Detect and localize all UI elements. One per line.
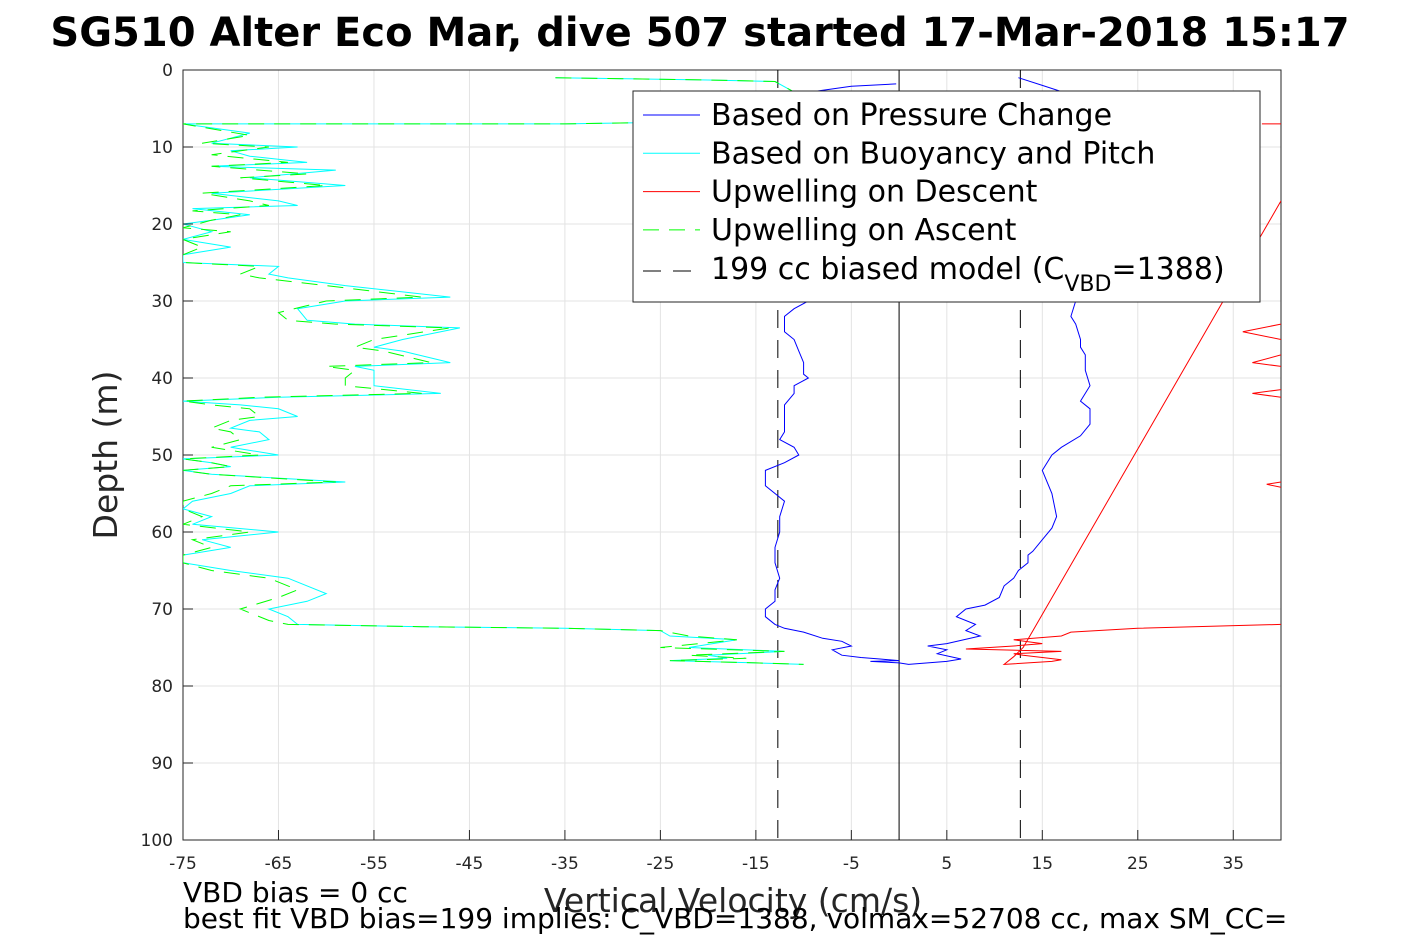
x-tick-label: -55 [360, 854, 388, 874]
y-tick-label: 40 [151, 369, 173, 389]
legend-label-model: 199 cc biased model (CVBD=1388) [711, 252, 1225, 297]
x-tick-label: -75 [169, 854, 197, 874]
y-tick-label: 90 [151, 754, 173, 774]
y-tick-label: 70 [151, 600, 173, 620]
series-line-upwelling-on-descent [965, 200, 1281, 665]
x-tick-label: 35 [1222, 854, 1244, 874]
x-tick-label: 5 [941, 854, 952, 874]
series-layer [183, 77, 1281, 665]
tick-layer: -75 -65 -55 -45 -35 -25 -15 -5 5 15 25 350102030405… [141, 61, 1245, 874]
y-tick-label: 80 [151, 677, 173, 697]
y-tick-label: 60 [151, 523, 173, 543]
y-tick-label: 30 [151, 292, 173, 312]
legend-box [632, 90, 1261, 303]
x-tick-label: -65 [265, 854, 293, 874]
series-line-upwelling-on-ascent [183, 77, 805, 665]
legend-label: Based on Pressure Change [711, 98, 1112, 133]
y-tick-label: 20 [151, 215, 173, 235]
x-tick-label: -5 [843, 854, 860, 874]
series-line-based-on-pressure-change [764, 77, 1091, 665]
x-tick-label: -45 [456, 854, 484, 874]
y-tick-label: 0 [162, 61, 173, 81]
x-tick-label: 25 [1127, 854, 1149, 874]
chart-title: SG510 Alter Eco Mar, dive 507 started 17… [50, 10, 1349, 56]
y-axis-label: Depth (m) [86, 371, 125, 540]
legend-label: Upwelling on Ascent [711, 213, 1017, 248]
series-line-upwelling-on-descent-segments [1252, 389, 1281, 398]
footer-best-fit: best fit VBD bias=199 implies: C_VBD=138… [183, 902, 1287, 935]
x-tick-label: -15 [742, 854, 770, 874]
x-tick-label: -25 [647, 854, 675, 874]
series-line-based-on-buoyancy-and-pitch [183, 77, 805, 665]
series-line-upwelling-on-descent-segments [1242, 323, 1281, 340]
y-tick-label: 50 [151, 446, 173, 466]
x-axis-label: Vertical Velocity (cm/s) [544, 881, 922, 920]
legend-label: Upwelling on Descent [711, 175, 1038, 210]
x-tick-label: -35 [551, 854, 579, 874]
y-tick-label: 10 [151, 138, 173, 158]
x-tick-label: 15 [1031, 854, 1053, 874]
legend-label: Based on Buoyancy and Pitch [711, 136, 1155, 171]
series-line-upwelling-on-descent-segments [1252, 354, 1281, 367]
series-line-upwelling-on-descent-segments [1266, 481, 1281, 488]
y-tick-label: 100 [141, 831, 173, 851]
footer-vbd-bias: VBD bias = 0 cc [183, 876, 408, 909]
